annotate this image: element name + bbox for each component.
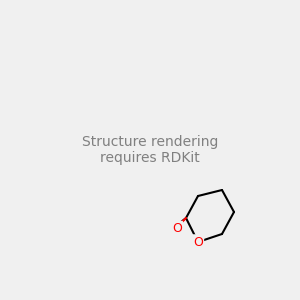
Text: O: O [193, 236, 203, 248]
Text: O: O [172, 222, 182, 235]
Text: Structure rendering
requires RDKit: Structure rendering requires RDKit [82, 135, 218, 165]
